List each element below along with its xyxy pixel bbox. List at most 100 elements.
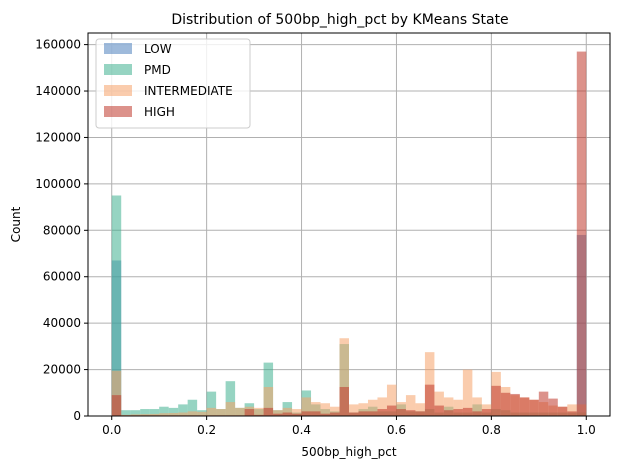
bar-intermediate xyxy=(415,403,425,416)
bar-intermediate xyxy=(377,397,387,416)
bar-intermediate xyxy=(367,399,378,416)
bar-high xyxy=(481,409,492,416)
bar-high xyxy=(434,405,444,416)
bar-intermediate xyxy=(187,411,198,416)
legend-swatch-intermediate xyxy=(104,85,132,96)
bar-intermediate xyxy=(263,386,274,416)
bar-intermediate xyxy=(330,406,340,416)
bar-intermediate xyxy=(168,412,179,416)
bar-intermediate xyxy=(130,414,141,416)
bar-high xyxy=(491,385,501,416)
legend-label-low: LOW xyxy=(144,42,172,56)
bar-intermediate xyxy=(472,397,482,416)
bar-pmd xyxy=(130,410,141,416)
bar-high xyxy=(292,413,302,416)
legend-box xyxy=(95,38,251,129)
bar-intermediate xyxy=(339,338,349,416)
y-tick-label: 80000 xyxy=(43,223,81,237)
bar-high xyxy=(500,392,511,416)
bar-intermediate xyxy=(225,402,236,416)
bar-high xyxy=(529,399,539,416)
bar-high xyxy=(282,412,293,416)
bar-intermediate xyxy=(273,410,283,416)
bar-high xyxy=(339,386,349,416)
y-axis-label: Count xyxy=(9,206,23,242)
bar-high xyxy=(273,413,283,416)
y-tick-label: 120000 xyxy=(35,130,81,144)
bar-pmd xyxy=(121,410,131,416)
bar-high xyxy=(386,405,397,416)
y-tick-label: 60000 xyxy=(43,270,81,284)
bar-high xyxy=(254,414,264,416)
bar-pmd xyxy=(159,406,169,416)
bar-pmd xyxy=(225,381,236,416)
bar-high xyxy=(557,406,568,416)
bar-high xyxy=(405,410,416,416)
bar-high xyxy=(548,398,558,416)
bar-intermediate xyxy=(453,399,463,416)
bar-high xyxy=(111,395,122,416)
x-tick-label: 0.2 xyxy=(197,423,216,437)
bar-pmd xyxy=(149,409,160,416)
legend: LOW PMD INTERMEDIATE HIGH xyxy=(95,38,251,129)
y-tick-label: 40000 xyxy=(43,316,81,330)
bar-intermediate xyxy=(149,413,160,416)
bar-high xyxy=(415,411,425,416)
plot-area-frame xyxy=(87,32,611,417)
bar-high xyxy=(396,409,406,416)
x-tick-label: 1.0 xyxy=(577,423,596,437)
bar-high xyxy=(472,411,482,416)
bar-intermediate xyxy=(386,384,397,416)
bar-intermediate xyxy=(462,369,473,416)
bar-high xyxy=(330,412,340,416)
bar-intermediate xyxy=(178,412,188,416)
bar-intermediate xyxy=(292,409,302,416)
ticks-layer: 0.0 0.2 0.4 0.6 0.8 1.0 0 20000 40000 60000 80000 1… xyxy=(35,38,596,437)
legend-swatch-low xyxy=(104,43,132,54)
legend-label-high: HIGH xyxy=(144,105,175,119)
bar-intermediate xyxy=(311,402,321,416)
bar-pmd xyxy=(187,399,198,416)
legend-swatch-pmd xyxy=(104,64,132,75)
y-tick-label: 20000 xyxy=(43,363,81,377)
bar-intermediate xyxy=(140,414,150,416)
bar-high xyxy=(576,51,587,416)
legend-label-pmd: PMD xyxy=(144,63,171,77)
bar-high xyxy=(311,411,321,416)
chart-title: Distribution of 500bp_high_pct by KMeans… xyxy=(171,12,508,28)
bar-high xyxy=(358,411,368,416)
bar-intermediate xyxy=(235,407,245,416)
bar-high xyxy=(519,397,530,416)
bar-intermediate xyxy=(111,370,122,416)
bar-high xyxy=(263,407,274,416)
bars-layer xyxy=(111,51,587,416)
bar-high xyxy=(301,411,312,416)
x-tick-label: 0.8 xyxy=(482,423,501,437)
bar-high xyxy=(510,393,520,416)
x-axis-label: 500bp_high_pct xyxy=(301,445,397,459)
bar-pmd xyxy=(168,407,179,416)
bar-intermediate xyxy=(254,407,264,416)
y-tick-label: 0 xyxy=(73,409,81,423)
bar-intermediate xyxy=(567,404,577,416)
bar-intermediate xyxy=(443,397,454,416)
legend-swatch-high xyxy=(104,106,132,117)
bar-pmd xyxy=(140,409,150,416)
bar-high xyxy=(320,413,331,416)
y-tick-label: 100000 xyxy=(35,177,81,191)
bar-intermediate xyxy=(197,411,207,416)
bar-intermediate xyxy=(424,352,435,416)
bar-high xyxy=(377,409,387,416)
y-tick-label: 140000 xyxy=(35,84,81,98)
bar-high xyxy=(367,411,378,416)
bar-intermediate xyxy=(159,413,169,416)
bar-high xyxy=(443,410,454,416)
x-tick-label: 0.4 xyxy=(292,423,311,437)
bar-intermediate xyxy=(434,391,444,416)
bar-intermediate xyxy=(206,407,217,416)
bar-intermediate xyxy=(282,407,293,416)
x-tick-label: 0.0 xyxy=(102,423,121,437)
bar-high xyxy=(567,411,577,416)
